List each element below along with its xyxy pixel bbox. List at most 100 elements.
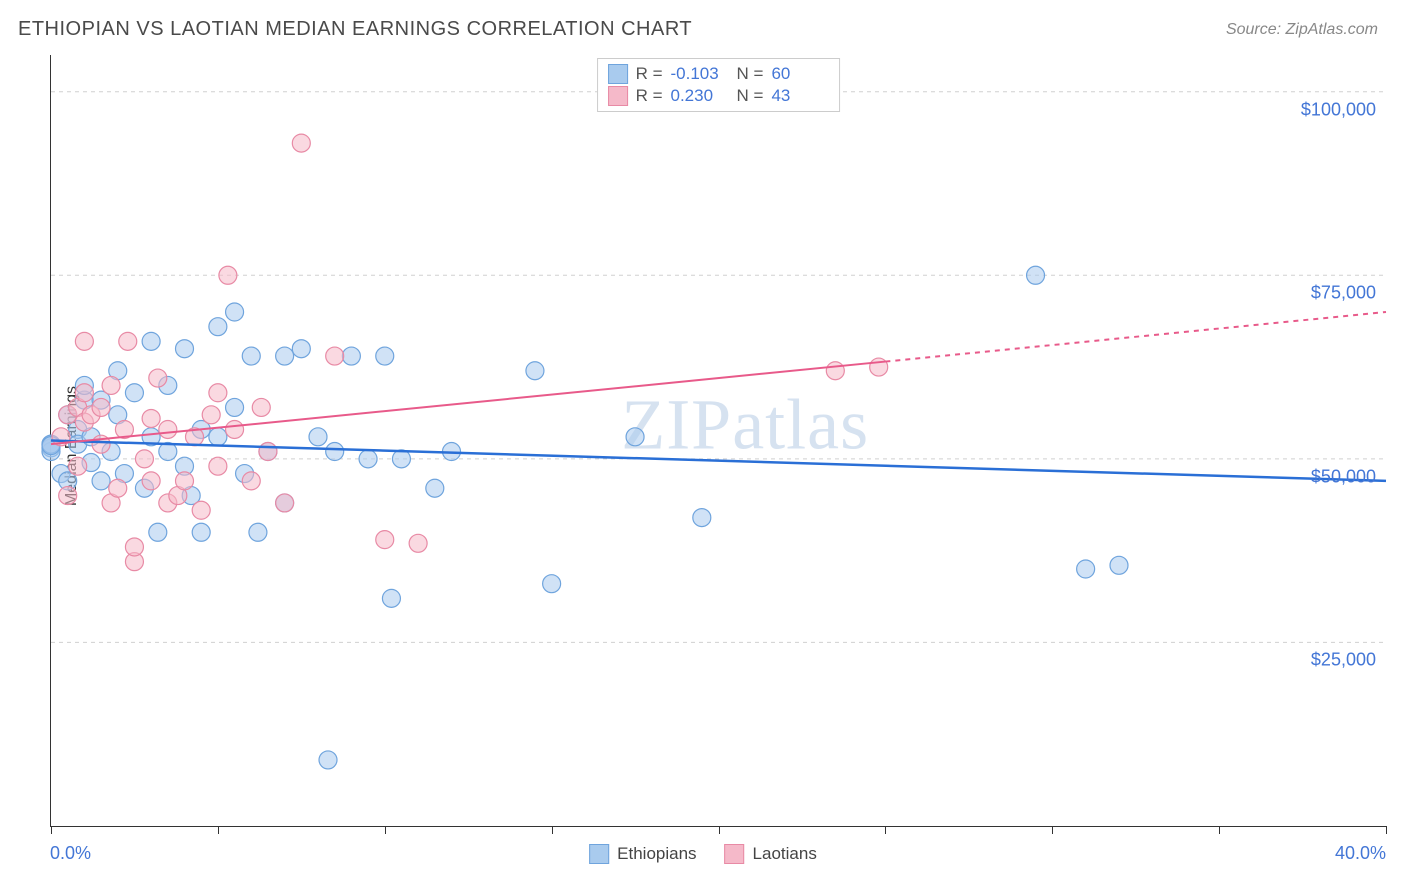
correlation-legend-row: R = 0.230 N = 43 (608, 86, 830, 106)
scatter-point (219, 266, 237, 284)
scatter-point (142, 332, 160, 350)
scatter-point (102, 376, 120, 394)
r-label: R = (636, 86, 663, 106)
r-value: -0.103 (671, 64, 729, 84)
scatter-point (202, 406, 220, 424)
scatter-point (426, 479, 444, 497)
series-legend: Ethiopians Laotians (589, 844, 817, 864)
correlation-legend-row: R = -0.103 N = 60 (608, 64, 830, 84)
scatter-point (1077, 560, 1095, 578)
r-value: 0.230 (671, 86, 729, 106)
x-tick (1219, 826, 1220, 834)
legend-swatch (589, 844, 609, 864)
scatter-point (209, 457, 227, 475)
scatter-point (252, 398, 270, 416)
scatter-point (359, 450, 377, 468)
scatter-plot-svg (51, 55, 1386, 826)
n-label: N = (737, 86, 764, 106)
trend-line (51, 362, 885, 445)
scatter-point (376, 347, 394, 365)
y-tick-label: $25,000 (1311, 650, 1376, 671)
scatter-point (109, 479, 127, 497)
scatter-point (1110, 556, 1128, 574)
r-label: R = (636, 64, 663, 84)
scatter-point (209, 318, 227, 336)
source-label: Source: ZipAtlas.com (1226, 21, 1378, 39)
scatter-point (276, 347, 294, 365)
scatter-point (226, 420, 244, 438)
scatter-point (409, 534, 427, 552)
scatter-point (342, 347, 360, 365)
scatter-point (292, 134, 310, 152)
scatter-point (149, 369, 167, 387)
scatter-point (1027, 266, 1045, 284)
scatter-point (125, 384, 143, 402)
scatter-point (543, 575, 561, 593)
legend-swatch (608, 64, 628, 84)
scatter-point (135, 450, 153, 468)
x-tick (552, 826, 553, 834)
trend-line-dashed (885, 312, 1386, 362)
scatter-point (526, 362, 544, 380)
legend-item: Laotians (725, 844, 817, 864)
scatter-point (382, 589, 400, 607)
scatter-point (75, 384, 93, 402)
scatter-point (209, 428, 227, 446)
correlation-legend: R = -0.103 N = 60 R = 0.230 N = 43 (597, 58, 841, 112)
scatter-point (149, 523, 167, 541)
scatter-point (259, 443, 277, 461)
x-tick (1386, 826, 1387, 834)
x-axis-max-label: 40.0% (1335, 843, 1386, 864)
scatter-point (92, 472, 110, 490)
scatter-point (693, 509, 711, 527)
scatter-point (249, 523, 267, 541)
scatter-point (142, 472, 160, 490)
scatter-point (376, 531, 394, 549)
scatter-point (59, 487, 77, 505)
scatter-point (309, 428, 327, 446)
n-value: 60 (771, 64, 829, 84)
x-tick (1052, 826, 1053, 834)
scatter-point (92, 398, 110, 416)
scatter-point (226, 398, 244, 416)
scatter-point (176, 340, 194, 358)
legend-item: Ethiopians (589, 844, 696, 864)
x-axis-min-label: 0.0% (50, 843, 91, 864)
scatter-point (69, 457, 87, 475)
scatter-point (626, 428, 644, 446)
y-tick-label: $75,000 (1311, 283, 1376, 304)
legend-swatch (725, 844, 745, 864)
scatter-point (326, 443, 344, 461)
scatter-point (292, 340, 310, 358)
scatter-point (826, 362, 844, 380)
scatter-point (192, 501, 210, 519)
scatter-point (75, 332, 93, 350)
x-tick (885, 826, 886, 834)
n-label: N = (737, 64, 764, 84)
legend-swatch (608, 86, 628, 106)
x-tick (719, 826, 720, 834)
scatter-point (319, 751, 337, 769)
legend-label: Ethiopians (617, 844, 696, 864)
scatter-point (326, 347, 344, 365)
scatter-point (226, 303, 244, 321)
x-tick (51, 826, 52, 834)
scatter-point (242, 347, 260, 365)
y-tick-label: $50,000 (1311, 466, 1376, 487)
scatter-point (276, 494, 294, 512)
x-tick (218, 826, 219, 834)
scatter-point (392, 450, 410, 468)
scatter-point (119, 332, 137, 350)
scatter-point (242, 472, 260, 490)
n-value: 43 (771, 86, 829, 106)
scatter-point (159, 420, 177, 438)
scatter-point (142, 409, 160, 427)
chart-plot-area: ZIPatlas R =-0.103N =60R =0.230N =43 $25… (50, 55, 1386, 827)
scatter-point (192, 523, 210, 541)
scatter-point (176, 472, 194, 490)
scatter-point (209, 384, 227, 402)
scatter-point (125, 538, 143, 556)
y-tick-label: $100,000 (1301, 99, 1376, 120)
legend-label: Laotians (753, 844, 817, 864)
x-tick (385, 826, 386, 834)
